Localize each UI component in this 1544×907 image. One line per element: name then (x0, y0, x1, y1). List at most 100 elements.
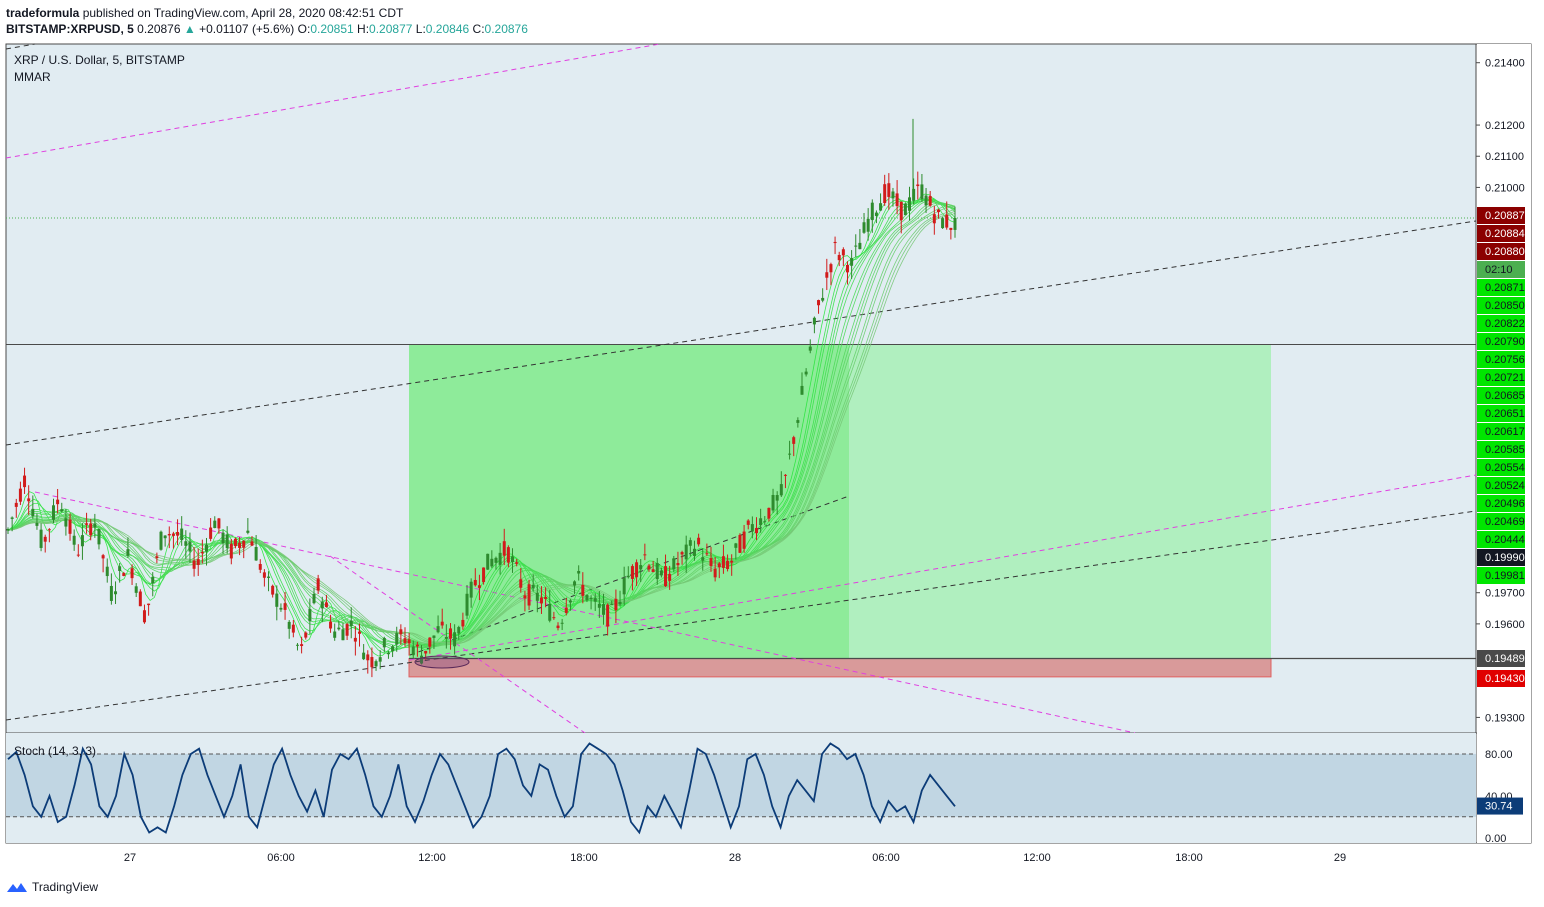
candle-body (209, 527, 213, 539)
candle-body (68, 519, 72, 534)
candle-body (949, 227, 953, 230)
time-tick-label: 06:00 (267, 852, 295, 864)
price-label: 0.20871 (1485, 282, 1525, 294)
high-label: H: (357, 22, 370, 36)
candle-body (72, 535, 76, 545)
price-label: 0.20822 (1485, 318, 1525, 330)
price-tick-label: 0.19300 (1485, 712, 1525, 724)
candle-body (924, 195, 928, 206)
candle-body (341, 629, 345, 641)
price-label: 0.20884 (1485, 228, 1525, 240)
candle-body (862, 222, 866, 233)
time-tick-label: 12:00 (418, 852, 446, 864)
price-label: 0.20617 (1485, 426, 1525, 438)
time-tick-label: 18:00 (1175, 852, 1203, 864)
candle-body (316, 578, 320, 591)
candle-body (56, 499, 60, 505)
candle-body (622, 578, 626, 595)
candle-body (279, 607, 283, 610)
price-label-box (1477, 369, 1525, 386)
candle-body (267, 576, 271, 578)
candle-body (176, 531, 180, 536)
up-arrow-icon: ▲ (183, 22, 196, 36)
candle-body (436, 626, 440, 633)
price-label: 0.20585 (1485, 444, 1525, 456)
author-name[interactable]: tradeformula (6, 6, 80, 20)
time-tick-label: 12:00 (1023, 852, 1051, 864)
symbol-label: BITSTAMP:XRPUSD, 5 (6, 22, 134, 36)
price-label: 0.19981 (1485, 570, 1525, 582)
price-label: 0.19990 (1485, 552, 1525, 564)
candle-body (155, 556, 159, 559)
candle-body (370, 657, 374, 668)
price-label-box (1477, 567, 1525, 584)
price-label: 0.20554 (1485, 462, 1525, 474)
price-label: 0.20524 (1485, 480, 1525, 492)
candle-body (552, 617, 556, 619)
price-label-box (1477, 513, 1525, 530)
time-tick-label: 18:00 (570, 852, 598, 864)
candle-body (750, 524, 754, 532)
close-value: 0.20876 (484, 22, 528, 36)
price-label: 0.19430 (1485, 673, 1525, 685)
stop-zone (408, 657, 1272, 678)
candle-body (519, 579, 523, 588)
candle-body (721, 556, 725, 568)
candle-body (291, 624, 295, 633)
candle-body (221, 532, 225, 544)
price-axis[interactable]: 0.21400 0.21200 0.21100 0.21000 0.19700 0.196… (1476, 44, 1531, 845)
candle-body (93, 523, 97, 528)
candle-body (258, 564, 262, 570)
price-label: 0.20496 (1485, 498, 1525, 510)
candle-body (382, 638, 386, 648)
candle-body (672, 558, 676, 570)
upper-channel-line (5, 43, 661, 159)
price-label: 0.20850 (1485, 300, 1525, 312)
candle-body (27, 498, 31, 502)
candle-body (304, 632, 308, 638)
candle-body (97, 528, 101, 545)
open-label: O: (297, 22, 311, 36)
candle-body (142, 610, 146, 623)
price-change: +0.01107 (+5.6%) (199, 22, 295, 36)
candle-body (688, 540, 692, 546)
mmar-ribbon-line (7, 205, 956, 646)
price-label: 0.20469 (1485, 516, 1525, 528)
publish-line: tradeformula published on TradingView.co… (6, 5, 528, 21)
candle-body (527, 584, 531, 606)
price-label-box (1477, 670, 1525, 687)
candle-body (755, 527, 759, 534)
candle-body (932, 214, 936, 224)
candle-body (147, 603, 151, 606)
candle-body (151, 576, 155, 584)
mid-channel-line (5, 220, 1477, 446)
candle-body (556, 625, 560, 629)
stoch-pane[interactable] (6, 733, 1476, 843)
time-tick-label: 27 (124, 852, 136, 864)
candle-body (358, 631, 362, 634)
candle-body (407, 639, 411, 644)
main-pane[interactable] (5, 43, 1532, 844)
candle-body (64, 518, 68, 527)
candle-body (432, 635, 436, 638)
candle-body (891, 191, 895, 199)
candle-body (134, 586, 138, 593)
candle-body (928, 196, 932, 206)
candle-body (349, 620, 353, 627)
candle-body (655, 562, 659, 580)
candle-body (502, 541, 506, 556)
time-tick-label: 28 (729, 852, 741, 864)
price-label: 0.20444 (1485, 534, 1525, 546)
candle-body (184, 541, 188, 546)
candle-body (779, 484, 783, 496)
candle-body (788, 453, 792, 455)
time-axis[interactable]: 27 06:00 12:00 18:00 28 06:00 12:00 18:00 29 (124, 852, 1346, 864)
candle-body (374, 661, 378, 667)
ascending-line (409, 474, 1477, 661)
footer-brand[interactable]: TradingView (32, 880, 99, 894)
price-tick-label: 0.21100 (1485, 151, 1524, 163)
breakout-line (409, 495, 850, 656)
candle-body (734, 543, 738, 548)
candle-body (171, 533, 175, 536)
